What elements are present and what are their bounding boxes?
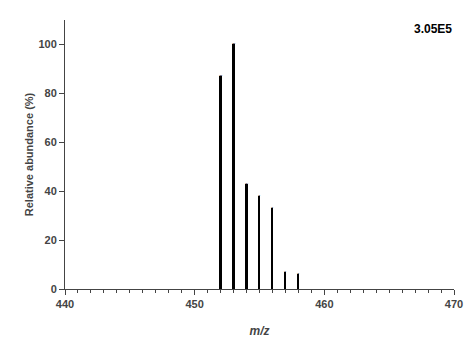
svg-text:458: 458 — [297, 272, 299, 274]
svg-text:80: 80 — [45, 87, 57, 99]
svg-text:454: 454 — [245, 182, 248, 184]
svg-text:470: 470 — [445, 298, 463, 310]
svg-text:456: 456 — [271, 206, 273, 208]
svg-text:100: 100 — [38, 38, 56, 50]
svg-text:455: 455 — [258, 194, 260, 196]
svg-text:457: 457 — [284, 270, 286, 272]
svg-text:3.05E5: 3.05E5 — [414, 22, 452, 36]
svg-text:m/z: m/z — [249, 324, 269, 338]
svg-text:40: 40 — [45, 185, 57, 197]
svg-text:460: 460 — [315, 298, 333, 310]
svg-text:20: 20 — [45, 234, 57, 246]
svg-text:453: 453 — [232, 42, 235, 44]
svg-text:452: 452 — [219, 74, 222, 76]
svg-text:450: 450 — [185, 298, 203, 310]
svg-text:440: 440 — [56, 298, 74, 310]
svg-text:0: 0 — [51, 283, 57, 295]
svg-text:Relative abundance (%): Relative abundance (%) — [23, 92, 35, 216]
svg-text:60: 60 — [45, 136, 57, 148]
